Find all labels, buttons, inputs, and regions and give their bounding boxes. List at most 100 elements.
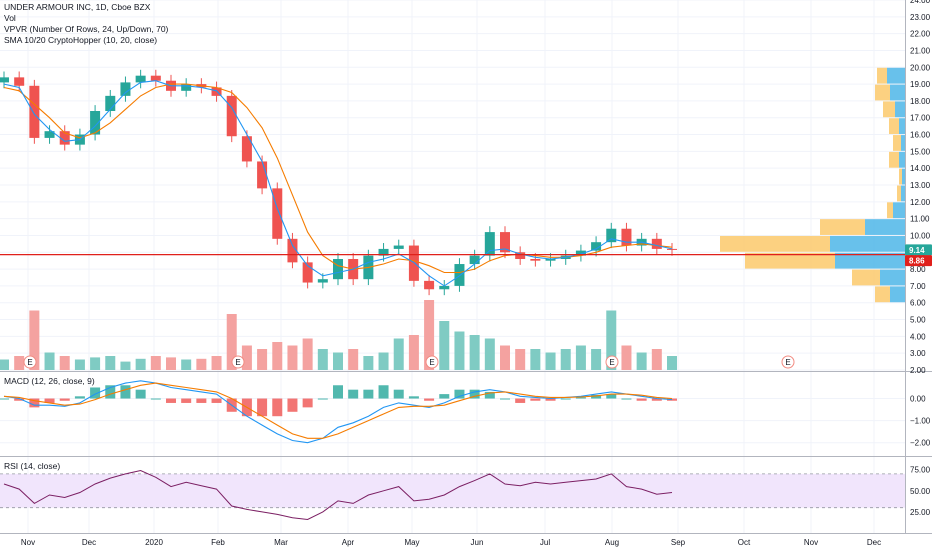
candle-body [226, 95, 237, 137]
volume-bar [560, 349, 571, 370]
price-candles [0, 69, 677, 296]
earnings-marker-label: E [429, 358, 434, 367]
price-tick-label: 2.00 [910, 366, 926, 375]
volume-bar [317, 349, 328, 370]
macd-hist-bar [166, 398, 176, 403]
volume-bar [74, 359, 85, 370]
earnings-marker [231, 355, 245, 369]
macd-hist-bar [454, 389, 465, 399]
price-tick-label: 22.00 [910, 30, 931, 39]
rsi-tick-label: 75.00 [910, 466, 931, 475]
price-tick-label: 12.00 [910, 198, 931, 207]
volume-bar [150, 356, 161, 370]
candle-body [515, 252, 526, 259]
volume-bar [439, 321, 450, 370]
macd-hist-bar [0, 398, 9, 400]
candle-body [575, 250, 586, 256]
vpvr-down-bar [899, 168, 902, 185]
volume-bar [484, 338, 495, 370]
vpvr-histogram [720, 67, 905, 303]
volume-bar [408, 335, 419, 370]
candle-body [424, 280, 435, 290]
price-tick-label: 24.00 [910, 0, 931, 5]
grid-lines [0, 0, 905, 533]
time-axis-label: Dec [82, 538, 96, 547]
volume-bar [241, 345, 252, 370]
vpvr-down-bar [852, 269, 880, 286]
vpvr-down-bar [889, 151, 899, 168]
time-axis-label: Apr [342, 538, 355, 547]
earnings-marker [425, 355, 439, 369]
volume-bar [181, 359, 192, 370]
volume-bar [500, 345, 510, 370]
vpvr-up-bar [865, 219, 905, 235]
earnings-marker [781, 355, 795, 369]
volume-bar [469, 335, 480, 370]
macd-hist-bar [59, 398, 70, 401]
macd-hist-bar [257, 398, 268, 417]
last-price-tag: 9.14 [909, 246, 925, 255]
candle-body [393, 245, 404, 249]
volume-bar [302, 338, 313, 370]
vpvr-up-bar [899, 151, 905, 168]
candle-body [500, 232, 510, 253]
volume-bar [667, 356, 677, 370]
time-axis-label: Nov [21, 538, 35, 547]
hline-price-tag-bg [905, 255, 932, 267]
vpvr-down-bar [887, 202, 893, 219]
macd-hist-bar [378, 385, 389, 399]
earnings-marker-label: E [785, 358, 790, 367]
macd-hist-bar [484, 391, 495, 399]
volume-bar [378, 352, 389, 370]
macd-hist-bar [150, 398, 161, 400]
volume-bar [272, 342, 283, 370]
time-axis[interactable]: Nov Dec 2020 Feb Mar Apr May Jun Jul Aug Sep Oct Nov… [21, 538, 881, 547]
vpvr-down-bar [883, 101, 895, 118]
macd-hist-bar [393, 389, 404, 399]
vpvr-up-bar [901, 185, 905, 202]
legend-vol: Vol [4, 13, 16, 23]
macd-hist-bar [667, 398, 677, 401]
candle-body [135, 75, 146, 83]
vpvr-down-bar [897, 185, 901, 202]
candle-body [90, 111, 101, 135]
macd-hist-bar [591, 394, 602, 399]
earnings-marker [605, 355, 619, 369]
price-axis[interactable]: 2.003.004.005.006.007.008.009.0010.0011.… [910, 0, 931, 517]
volume-bar [44, 352, 55, 370]
vpvr-up-bar [887, 67, 905, 84]
chart-title: UNDER ARMOUR INC, 1D, Cboe BZX [4, 2, 151, 12]
macd-tick-label: 0.00 [910, 395, 926, 404]
time-axis-label: Nov [804, 538, 818, 547]
price-tick-label: 16.00 [910, 131, 931, 140]
candle-body [408, 245, 419, 281]
candle-body [241, 136, 252, 162]
price-tick-label: 3.00 [910, 349, 926, 358]
macd-hist-bar [302, 398, 313, 408]
macd-hist-bar [14, 398, 25, 401]
price-tick-label: 5.00 [910, 316, 926, 325]
candle-body [454, 264, 465, 286]
sma-slow-line [3, 83, 673, 274]
time-axis-label: Oct [738, 538, 751, 547]
volume-bar [0, 359, 9, 370]
price-tick-label: 8.00 [910, 265, 926, 274]
time-axis-label: Dec [867, 538, 881, 547]
price-tick-label: 7.00 [910, 282, 926, 291]
candle-body [272, 188, 283, 239]
macd-hist-bar [515, 398, 526, 403]
macd-pane [0, 380, 677, 444]
price-tick-label: 14.00 [910, 164, 931, 173]
macd-hist-bar [530, 398, 541, 401]
macd-hist-bar [181, 398, 192, 403]
macd-hist-bar [621, 398, 632, 400]
macd-hist-bar [575, 397, 586, 399]
candle-body [484, 232, 495, 256]
vpvr-down-bar [720, 235, 830, 252]
candle-body [120, 82, 131, 96]
last-price-tag-bg [905, 244, 932, 256]
vpvr-down-bar [875, 84, 890, 101]
